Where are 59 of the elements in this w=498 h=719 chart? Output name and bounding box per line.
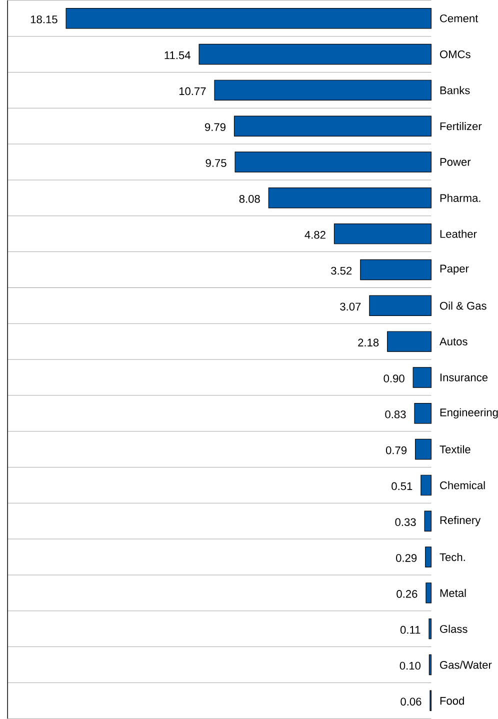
bar xyxy=(424,546,432,568)
y-tick-label: Glass xyxy=(440,624,468,633)
y-tick-label: Chemical xyxy=(440,481,485,490)
y-tick-label: Metal xyxy=(440,588,466,597)
data-label: 9.79 xyxy=(204,123,226,132)
data-label: 0.51 xyxy=(391,482,412,490)
y-tick-label: Fertilizer xyxy=(440,122,482,130)
bar xyxy=(424,510,432,532)
data-label: 2.18 xyxy=(358,338,378,346)
data-label: 4.82 xyxy=(304,230,326,239)
bar xyxy=(368,295,432,316)
bar xyxy=(428,654,432,676)
bar xyxy=(198,44,432,65)
bar xyxy=(420,474,432,496)
bar xyxy=(234,116,432,136)
y-tick-label: Autos xyxy=(439,338,468,346)
y-tick-label: Textile xyxy=(440,445,470,454)
bar xyxy=(414,438,432,460)
bar xyxy=(412,367,432,388)
y-tick-label: Paper xyxy=(440,264,469,275)
data-label: 0.06 xyxy=(400,698,422,706)
y-tick-label: OMCs xyxy=(440,50,470,58)
y-tick-label: Cement xyxy=(440,14,478,22)
bar xyxy=(66,8,432,29)
data-label: 0.29 xyxy=(396,554,416,562)
y-tick-label: Insurance xyxy=(440,374,488,382)
bar xyxy=(425,582,432,604)
data-label: 10.77 xyxy=(179,87,206,96)
bar xyxy=(268,188,432,208)
bar xyxy=(334,223,432,244)
data-label: 3.52 xyxy=(330,266,352,275)
data-label: 0.26 xyxy=(396,590,417,598)
data-label: 0.83 xyxy=(384,410,406,418)
bar xyxy=(234,152,432,172)
y-tick-label: Tech. xyxy=(440,552,465,562)
y-tick-label: Food xyxy=(440,696,464,705)
y-tick-label: Oil & Gas xyxy=(440,302,486,310)
bar xyxy=(360,259,432,280)
data-label: 3.07 xyxy=(340,302,360,311)
y-tick-label: Power xyxy=(440,158,470,166)
data-label: 0.10 xyxy=(400,662,420,670)
data-label: 9.75 xyxy=(206,159,226,167)
data-label: 8.08 xyxy=(239,195,260,203)
bar xyxy=(428,618,432,640)
bar xyxy=(386,331,432,352)
data-label: 11.54 xyxy=(164,51,190,60)
bar xyxy=(214,80,432,101)
bar xyxy=(414,403,432,424)
y-tick-label: Gas/Water xyxy=(440,660,492,669)
data-label: 0.33 xyxy=(394,518,416,526)
y-tick-label: Leather xyxy=(440,230,477,238)
y-tick-label: Pharma. xyxy=(440,194,480,202)
y-tick-label: Banks xyxy=(440,86,470,94)
y-tick-label: Engineering xyxy=(440,408,498,419)
data-label: 0.79 xyxy=(386,446,406,454)
data-label: 0.90 xyxy=(384,374,404,382)
data-label: 18.15 xyxy=(30,15,58,24)
y-tick-label: Refinery xyxy=(440,516,480,526)
data-label: 0.11 xyxy=(400,626,420,634)
